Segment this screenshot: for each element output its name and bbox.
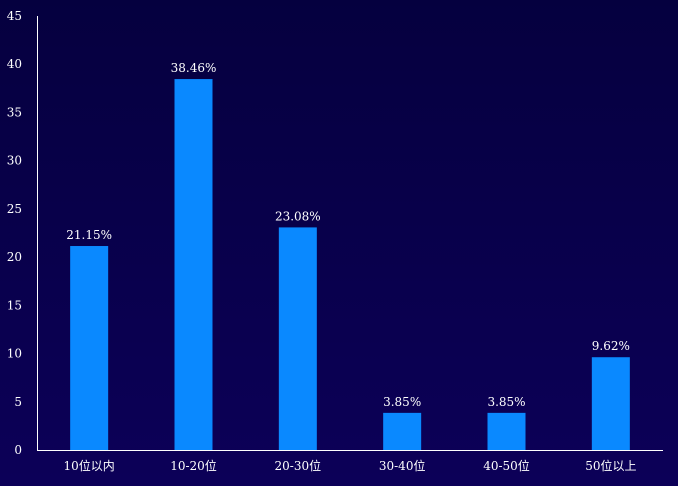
bar — [383, 412, 422, 450]
y-tick-label: 30 — [7, 154, 22, 168]
data-label: 3.85% — [487, 395, 525, 409]
data-label: 21.15% — [66, 228, 112, 242]
x-tick-label: 50位以上 — [585, 458, 636, 473]
bars — [70, 79, 630, 450]
bar — [487, 412, 526, 450]
data-labels: 21.15% 38.46% 23.08% 3.85% 3.85% 9.62% — [66, 61, 630, 409]
y-tick-label: 10 — [7, 347, 22, 361]
x-tick-label: 10-20位 — [170, 458, 217, 473]
bar — [278, 227, 317, 450]
y-tick-label: 25 — [7, 202, 22, 216]
data-label: 23.08% — [275, 209, 321, 223]
y-axis: 0 5 10 15 20 25 30 35 40 45 — [7, 9, 38, 457]
data-label: 9.62% — [592, 339, 630, 353]
x-tick-label: 30-40位 — [379, 458, 426, 473]
x-tick-label: 20-30位 — [275, 458, 322, 473]
x-axis: 10位以内 10-20位 20-30位 30-40位 40-50位 50位以上 — [37, 450, 663, 473]
y-tick-label: 45 — [7, 9, 22, 23]
y-tick-label: 35 — [7, 105, 22, 119]
y-tick-label: 40 — [7, 57, 22, 71]
y-tick-label: 15 — [7, 298, 22, 312]
y-tick-label: 0 — [14, 443, 22, 457]
data-label: 38.46% — [171, 61, 217, 75]
y-tick-label: 20 — [7, 250, 22, 264]
bar — [591, 357, 630, 450]
x-tick-label: 10位以内 — [64, 458, 115, 473]
bar — [70, 246, 109, 450]
data-label: 3.85% — [383, 395, 421, 409]
y-tick-label: 5 — [14, 395, 22, 409]
x-tick-label: 40-50位 — [483, 458, 530, 473]
bar — [174, 79, 213, 450]
